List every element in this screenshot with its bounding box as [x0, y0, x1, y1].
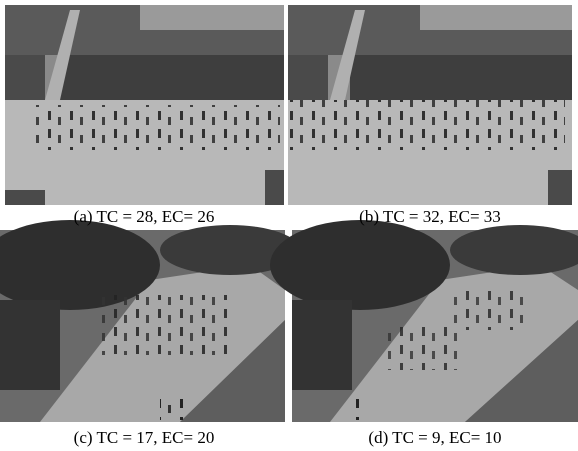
photo-a [5, 5, 284, 205]
figure-canvas: (a) TC = 28, EC= 26 (b) TC = 32, EC= 33 … [0, 0, 578, 451]
photo-c [0, 220, 300, 422]
figure: (a) TC = 28, EC= 26 (b) TC = 32, EC= 33 … [0, 0, 578, 451]
photo-b [288, 5, 572, 205]
caption: (c) TC = 17, EC= 20 [74, 428, 215, 447]
caption: (a) TC = 28, EC= 26 [74, 207, 215, 226]
caption: (b) TC = 32, EC= 33 [359, 207, 501, 226]
caption: (d) TC = 9, EC= 10 [368, 428, 501, 447]
photo-d [270, 220, 578, 422]
